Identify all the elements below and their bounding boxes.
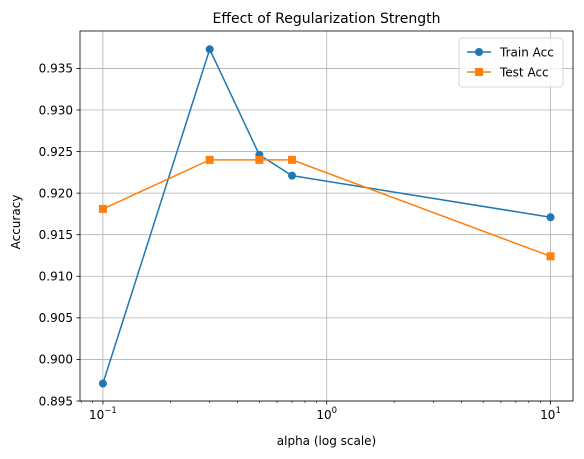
- data-point-test-acc: [288, 155, 297, 164]
- legend-label-test-acc: Test Acc: [499, 65, 549, 79]
- y-tick-label: 0.915: [39, 228, 73, 242]
- y-tick-label: 0.920: [39, 186, 73, 200]
- y-tick-label: 0.925: [39, 145, 73, 159]
- legend-marker-test-acc: [475, 68, 483, 76]
- y-tick-label: 0.905: [39, 311, 73, 325]
- legend-marker-train-acc: [475, 48, 483, 56]
- legend-box: [458, 37, 564, 88]
- x-tick-label: 100: [316, 406, 337, 422]
- data-point-test-acc: [98, 204, 107, 213]
- data-point-test-acc: [255, 155, 264, 164]
- y-tick-label: 0.910: [39, 270, 73, 284]
- axes: 0.895 0.900 0.905 0.910 0.915 0.920 0.925 0.930…: [39, 30, 574, 422]
- data-point-train-acc: [546, 213, 555, 222]
- data-point-train-acc: [205, 45, 214, 54]
- y-tick-label: 0.895: [39, 394, 73, 408]
- legend: Train Acc Test Acc: [458, 37, 564, 88]
- x-axis-label: alpha (log scale): [277, 434, 376, 448]
- series-layer: [98, 45, 555, 388]
- data-point-test-acc: [205, 155, 214, 164]
- x-tick-label: 101: [540, 406, 561, 422]
- y-tick-label: 0.935: [39, 62, 73, 76]
- y-tick-label: 0.900: [39, 353, 73, 367]
- plot-frame: [79, 30, 574, 402]
- data-point-train-acc: [288, 171, 297, 180]
- data-point-train-acc: [98, 379, 107, 388]
- legend-label-train-acc: Train Acc: [499, 45, 554, 59]
- x-tick-label: 10−1: [89, 406, 117, 422]
- y-axis-label: Accuracy: [9, 195, 23, 250]
- chart-title: Effect of Regularization Strength: [212, 11, 440, 27]
- y-tick-label: 0.930: [39, 103, 73, 117]
- grid: [80, 31, 573, 402]
- data-point-test-acc: [546, 252, 555, 261]
